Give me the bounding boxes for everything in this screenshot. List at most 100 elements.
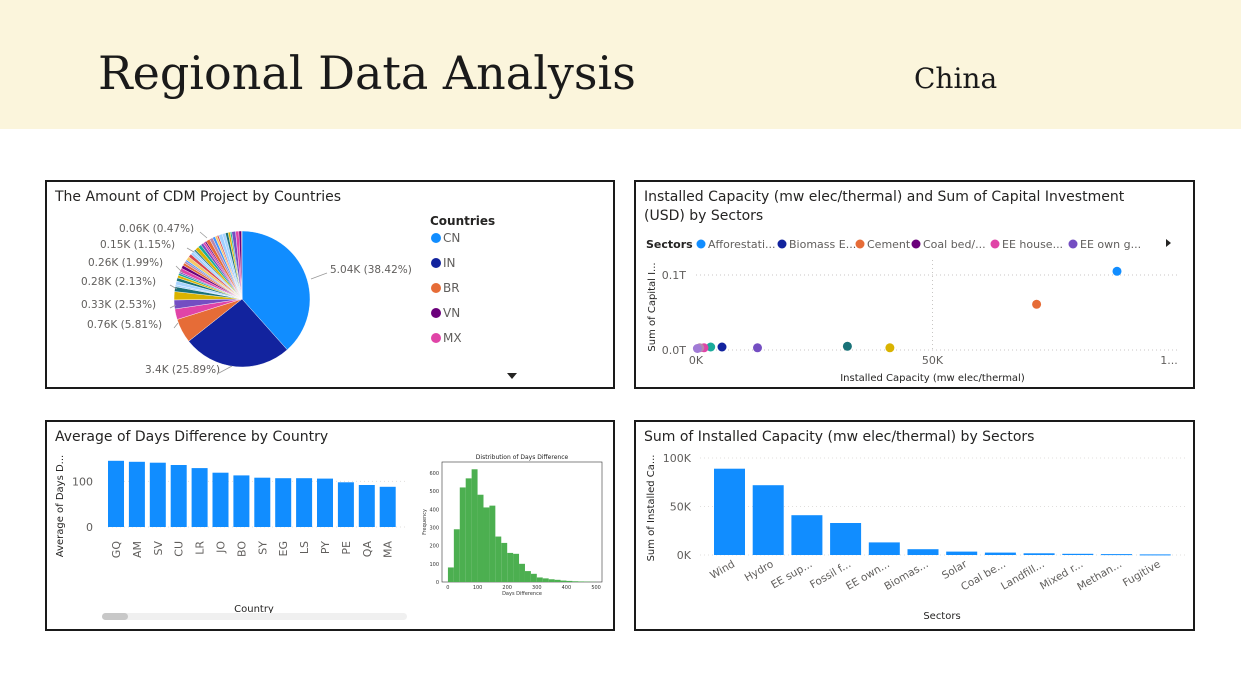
scatter-point[interactable] xyxy=(842,341,852,351)
scatter-legend-item[interactable]: Cement xyxy=(867,238,911,251)
bar[interactable] xyxy=(170,465,187,527)
pie-leader-line xyxy=(169,304,177,309)
legend-marker xyxy=(431,258,441,268)
histogram-bar xyxy=(447,567,454,582)
histogram-y-tick: 200 xyxy=(429,544,439,550)
pie-legend-item[interactable]: CN xyxy=(443,231,460,245)
histogram-x-label: Days Difference xyxy=(502,591,542,597)
scatter-legend-item[interactable]: EE house... xyxy=(1002,238,1063,251)
histogram-x-tick: 500 xyxy=(591,585,601,591)
y-tick-label: 50K xyxy=(670,501,692,514)
bar[interactable] xyxy=(233,475,250,527)
scatter-legend-item[interactable]: EE own g... xyxy=(1080,238,1141,251)
column-bar[interactable] xyxy=(1062,553,1094,555)
x-tick-label: QA xyxy=(361,541,374,558)
histogram-bar xyxy=(519,563,525,582)
chevron-right-icon[interactable] xyxy=(1166,239,1171,247)
pie-leader-line xyxy=(173,322,179,329)
histogram-bar xyxy=(471,469,478,582)
pie-legend-title: Countries xyxy=(430,214,495,228)
bar[interactable] xyxy=(337,482,354,527)
column-bar[interactable] xyxy=(1139,554,1171,556)
bar[interactable] xyxy=(358,485,375,527)
histogram-y-tick: 500 xyxy=(429,489,439,495)
x-tick-label: SV xyxy=(152,541,165,556)
column-bar[interactable] xyxy=(752,485,784,555)
column-bar[interactable] xyxy=(714,468,745,555)
x-tick-label: 1... xyxy=(1160,354,1178,367)
scatter-point[interactable] xyxy=(717,342,727,352)
scatter-point[interactable] xyxy=(885,343,895,353)
pie-slice[interactable] xyxy=(188,298,288,368)
bar-chart-panel[interactable]: Average of Days Difference by Country 0 1… xyxy=(45,420,615,631)
horizontal-scrollbar[interactable] xyxy=(102,613,407,620)
pie-data-label: 3.4K (25.89%) xyxy=(145,364,220,376)
column-bar[interactable] xyxy=(1101,554,1132,556)
pie-slice[interactable] xyxy=(241,230,311,351)
column-bar[interactable] xyxy=(907,549,939,555)
x-tick-label: Methan... xyxy=(1075,558,1124,593)
scatter-legend-item[interactable]: Biomass E... xyxy=(789,238,856,251)
scatter-point[interactable] xyxy=(1112,266,1122,276)
bar[interactable] xyxy=(191,468,208,527)
y-tick-label: 100 xyxy=(72,475,93,488)
bar[interactable] xyxy=(254,477,271,527)
pie-chart[interactable]: Countries CN IN BR VN MX 5.04K (38.42%) 3.4K … xyxy=(47,182,613,387)
x-tick-label: LS xyxy=(298,541,311,554)
bar[interactable] xyxy=(108,460,124,527)
histogram-y-label: Frequency xyxy=(422,509,428,535)
column-bar[interactable] xyxy=(946,551,978,555)
scatter-chart-title-line1: Installed Capacity (mw elec/thermal) and… xyxy=(644,189,1125,205)
pie-chart-panel[interactable]: The Amount of CDM Project by Countries C… xyxy=(45,180,615,389)
chevron-down-icon[interactable] xyxy=(507,373,517,379)
histogram-bar xyxy=(572,581,579,582)
y-tick-label: 100K xyxy=(663,452,692,465)
column-bar[interactable] xyxy=(791,515,823,555)
scatter-legend-item[interactable]: Coal bed/... xyxy=(923,238,986,251)
x-axis-label: Sectors xyxy=(923,611,960,622)
pie-chart-title: The Amount of CDM Project by Countries xyxy=(55,189,342,205)
y-axis-label: Sum of Capital I... xyxy=(647,262,658,351)
histogram-bar xyxy=(489,505,496,582)
bar[interactable] xyxy=(317,478,333,527)
pie-legend-item[interactable]: IN xyxy=(443,256,456,270)
y-axis-label: Average of Days D... xyxy=(55,455,66,557)
histogram-bar xyxy=(560,580,567,582)
legend-marker xyxy=(431,333,441,343)
histogram-bar xyxy=(530,573,537,582)
legend-marker xyxy=(777,239,787,249)
column-bar[interactable] xyxy=(1023,553,1055,555)
bar[interactable] xyxy=(379,486,396,527)
scatter-point[interactable] xyxy=(1032,299,1042,309)
histogram-bar xyxy=(536,577,543,582)
pie-legend-item[interactable]: BR xyxy=(443,281,460,295)
bar[interactable] xyxy=(149,462,166,527)
legend-marker xyxy=(990,239,1000,249)
histogram-y-tick: 600 xyxy=(429,471,439,477)
bar[interactable] xyxy=(296,478,313,527)
scatter-chart[interactable]: Sectors Afforestati... Biomass E... Cement… xyxy=(636,182,1193,387)
column-chart[interactable]: 0K 50K 100K Sum of Installed Ca... Sectors W… xyxy=(636,422,1193,629)
scatter-legend-item[interactable]: Afforestati... xyxy=(708,238,776,251)
bar-chart[interactable]: 0 100 Average of Days D... Country GQ AM SV CU… xyxy=(47,422,613,629)
pie-legend-item[interactable]: MX xyxy=(443,331,462,345)
y-tick-label: 0.0T xyxy=(662,344,686,357)
scatter-chart-panel[interactable]: Installed Capacity (mw elec/thermal) and… xyxy=(634,180,1195,389)
column-bar[interactable] xyxy=(830,523,862,555)
column-bar[interactable] xyxy=(868,542,900,555)
histogram-x-tick: 0 xyxy=(446,585,449,591)
bar[interactable] xyxy=(275,478,292,527)
scatter-point[interactable] xyxy=(692,344,702,353)
histogram-bar xyxy=(495,536,502,582)
x-tick-label: LR xyxy=(194,541,207,555)
column-bar[interactable] xyxy=(984,552,1016,555)
bar[interactable] xyxy=(128,461,145,527)
scatter-point[interactable] xyxy=(753,343,762,353)
scatter-point[interactable] xyxy=(706,342,716,352)
x-tick-label: PY xyxy=(319,541,332,554)
bar[interactable] xyxy=(212,472,229,527)
pie-data-label: 0.06K (0.47%) xyxy=(119,223,194,235)
pie-legend-item[interactable]: VN xyxy=(443,306,460,320)
column-chart-panel[interactable]: Sum of Installed Capacity (mw elec/therm… xyxy=(634,420,1195,631)
scrollbar-thumb[interactable] xyxy=(102,613,128,620)
